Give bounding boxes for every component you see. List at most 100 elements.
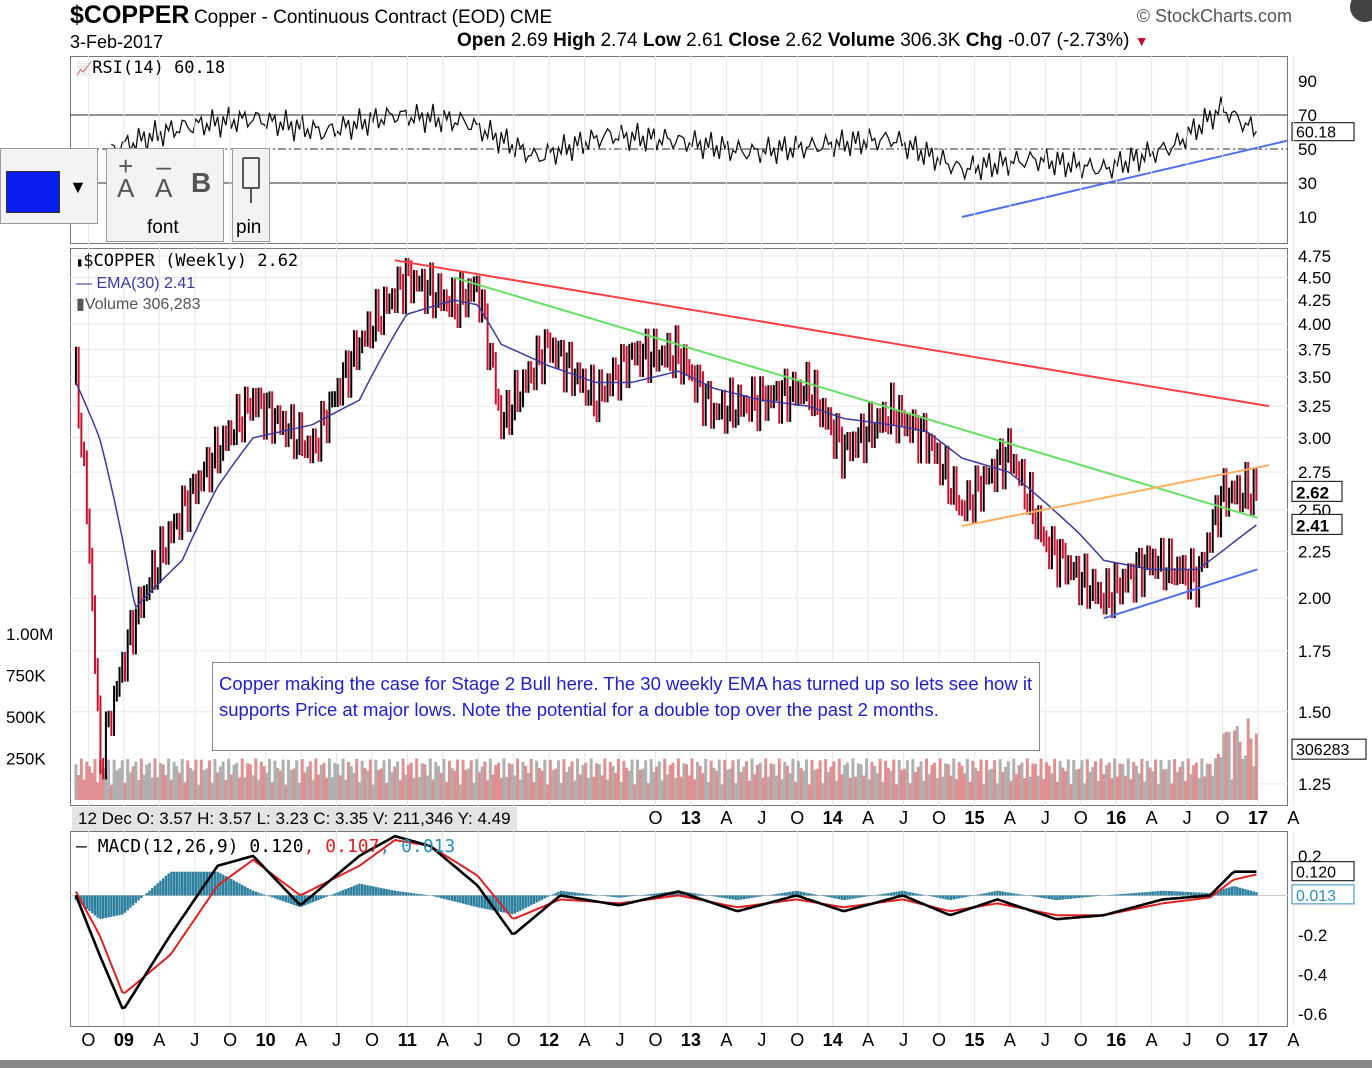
macd-hist-bar [1151,891,1154,896]
macd-hist-bar [788,891,792,896]
font-up-glyph: A [117,173,135,203]
macd-hist-bar [208,871,211,896]
color-picker[interactable]: ▼ [0,148,98,224]
volume-bar [319,764,323,800]
macd-hist-bar [538,895,541,902]
macd-hist-bar [917,893,920,896]
red-trendline [394,259,1270,408]
macd-hist-bar [802,892,806,896]
macd-line [74,834,1257,1010]
macd-hist-bar [1148,891,1152,896]
macd-hist-bar [862,895,865,897]
macd-hist-bar [859,895,863,898]
macd-hist-bar [936,895,939,898]
macd-hist-bar [827,895,830,898]
macd-hist-bar [712,895,716,897]
volume-bar [892,759,896,800]
macd-hist-bar [1143,892,1146,896]
volume-bar [663,758,667,800]
macd-hist-bar [1200,892,1204,896]
x-axis-tick: J [1183,1030,1192,1050]
volume-bar [606,779,610,800]
volume-bar [1091,766,1095,800]
rsi-line [111,96,1257,182]
rsi-tick-label: 30 [1298,174,1317,193]
chg-label: Chg [965,30,1003,51]
macd-hist-bar [284,895,288,903]
volume-bar [1243,755,1247,800]
volume-bar [1047,765,1051,800]
volume-bar [927,774,931,800]
volume-bar [1208,763,1212,800]
volume-bar [510,764,514,800]
macd-hist-bar [922,894,925,896]
macd-hist-bar [423,894,427,896]
volume-bar [630,759,634,800]
volume-bar [518,779,522,800]
font-decrease-button[interactable]: – A [155,151,173,203]
volume-bar [676,758,680,800]
volume-bar [652,772,656,800]
rsi-tick-label: 50 [1298,140,1317,159]
volume-bar [559,782,563,800]
macd-hist-bar [1047,895,1051,900]
macd-hist-bar [200,871,203,896]
volume-bar [856,763,860,800]
font-increase-button[interactable]: + A [117,151,135,203]
rsi-tick-label: 10 [1298,208,1317,227]
macd-hist-bar [377,887,380,896]
macd-hist-last-value: 0.013 [1296,888,1336,905]
last-price-label-box [1291,480,1343,502]
macd-hist-bar [979,893,983,896]
color-swatch[interactable] [6,171,60,213]
macd-hist-bar [1064,895,1067,900]
macd-hist-bar [1178,891,1182,896]
high-label: High [553,30,596,51]
volume-bar [993,760,997,800]
macd-hist-bar [1004,892,1007,896]
macd-hist-bar [1189,892,1193,896]
macd-hist-bar [186,871,189,896]
volume-bar [90,772,94,800]
macd-hist-bar [148,890,151,896]
volume-bar [229,774,233,800]
macd-hist-bar [805,892,808,896]
volume-bar [341,758,345,800]
macd-hist-bar [1170,891,1174,896]
x-axis-tick: A [295,1030,307,1050]
macd-hist-bar [737,895,740,901]
macd-hist-bar [1236,886,1239,896]
watermark[interactable]: © StockCharts.com [1136,6,1292,26]
annotation-note[interactable]: Copper making the case for Stage 2 Bull … [212,662,1040,751]
macd-hist-bar [898,891,901,896]
macd-hist-bar [769,894,773,896]
chevron-down-icon[interactable]: ▼ [69,177,87,197]
volume-bar [905,760,909,800]
volume-bar [278,770,282,800]
volume-bar [287,759,291,800]
volume-bar [347,761,351,800]
volume-bar [900,769,904,800]
volume-bar [352,772,356,800]
volume-bar [627,770,631,800]
macd-hist-bar [172,871,176,896]
bottom-scrollbar[interactable] [0,1060,1372,1068]
volume-bar [1099,758,1103,800]
volume-bar [349,766,353,800]
macd-hist-bar [279,895,282,901]
macd-hist-bar [363,884,367,896]
macd-hist-bar [1067,895,1070,900]
macd-hist-bar [990,891,994,896]
bold-button[interactable]: B [191,167,212,198]
pin-button[interactable]: pin [232,148,270,242]
price-tick-label: 3.25 [1298,397,1331,416]
corner-icon[interactable] [1350,0,1372,22]
macd-hist-bar [938,895,942,899]
volume-bar [1126,758,1130,800]
volume-bar [706,781,710,800]
volume-bar [521,761,525,800]
x-axis-tick: J [757,1030,766,1050]
volume-bar [137,780,141,800]
volume-bar [895,784,899,800]
x-axis-tick: A [579,1030,591,1050]
